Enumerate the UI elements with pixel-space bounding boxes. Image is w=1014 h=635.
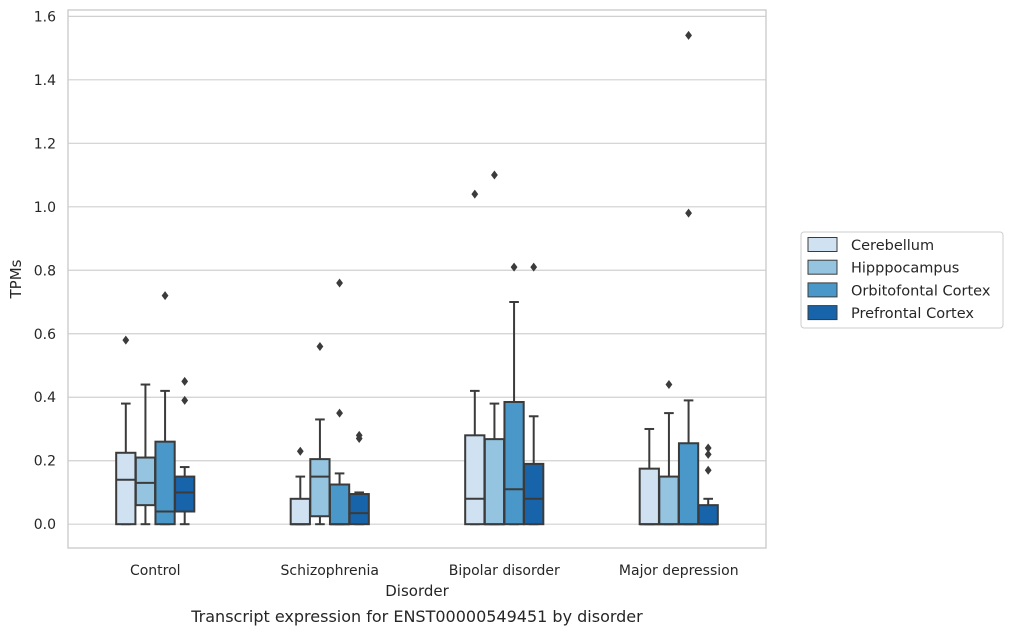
box — [658, 380, 680, 526]
outlier-point — [704, 443, 712, 453]
box-body — [503, 400, 525, 526]
box — [523, 262, 545, 526]
box — [348, 430, 370, 526]
y-tick-label: 1.0 — [34, 200, 56, 216]
outlier-point — [181, 395, 189, 405]
outlier-point — [336, 278, 343, 288]
box-body — [174, 475, 196, 513]
outlier-point — [296, 446, 304, 456]
box-body — [348, 493, 370, 526]
y-tick-label: 1.6 — [34, 9, 56, 25]
y-tick-label: 1.4 — [34, 73, 56, 89]
y-tick-label: 0.2 — [34, 454, 56, 470]
legend-swatch — [807, 305, 838, 321]
legend-label: Cerebellum — [851, 238, 934, 254]
outlier-point — [704, 449, 712, 459]
outlier-point — [181, 376, 189, 386]
box-body — [483, 438, 506, 526]
box-group — [638, 30, 719, 526]
y-tick-label: 0.0 — [34, 517, 56, 533]
outlier-point — [355, 430, 363, 440]
box-body — [328, 483, 351, 526]
box-body — [523, 462, 545, 526]
outlier-point — [704, 465, 712, 475]
legend-swatch — [807, 259, 838, 275]
outlier-point — [316, 341, 324, 351]
y-tick-label: 0.4 — [34, 390, 56, 406]
box — [503, 262, 525, 526]
box-body — [464, 434, 486, 526]
box — [134, 383, 157, 526]
outlier-point — [161, 291, 169, 301]
y-tick-label: 0.6 — [34, 327, 56, 343]
box-body — [658, 475, 680, 526]
box — [115, 335, 137, 526]
legend-label: Prefrontal Cortex — [851, 306, 974, 322]
y-tick-label: 1.2 — [34, 136, 56, 152]
plot-frame — [67, 9, 767, 549]
box-body — [309, 458, 331, 518]
x-tick-label: Control — [130, 563, 181, 579]
outlier-point — [122, 335, 130, 345]
legend-swatch — [807, 237, 838, 252]
box-group — [289, 278, 370, 526]
box-group — [464, 170, 545, 526]
legend-label: Orbitofontal Cortex — [851, 283, 991, 299]
outlier-point — [471, 189, 479, 199]
outlier-point — [336, 408, 343, 418]
legend: Cerebellum Hipppocampus Orbitofontal Corte… — [800, 231, 1004, 329]
x-tick-label: Major depression — [619, 563, 739, 579]
box-body — [677, 442, 700, 526]
x-tick-labels: Control Schizophrenia Bipolar disorder Majo… — [130, 563, 739, 579]
outlier-point — [510, 262, 518, 272]
outlier-point — [530, 262, 538, 272]
outlier-point — [491, 170, 498, 180]
box — [174, 376, 196, 526]
box-groups — [115, 30, 719, 526]
outlier-point — [685, 30, 692, 40]
x-tick-label: Bipolar disorder — [449, 563, 560, 579]
box — [464, 189, 486, 526]
box-body — [134, 456, 157, 507]
box — [697, 443, 719, 526]
box-body — [289, 497, 311, 526]
box-body — [115, 451, 137, 526]
box-body — [697, 504, 719, 526]
outlier-point — [685, 208, 692, 218]
legend-swatch — [807, 282, 838, 298]
legend-label: Hipppocampus — [851, 261, 959, 277]
x-axis-label: Disorder — [385, 582, 449, 600]
legend-frame — [800, 231, 1004, 329]
y-tick-labels: 0.0 0.2 0.4 0.6 0.8 1.0 1.2 1.4 1.6 — [34, 9, 56, 533]
box-body — [638, 467, 660, 526]
x-tick-label: Schizophrenia — [281, 563, 379, 579]
outlier-point — [665, 380, 673, 390]
chart-caption: Transcript expression for ENST0000054945… — [190, 607, 643, 626]
y-axis-label: TPMs — [7, 259, 25, 299]
box-group — [115, 291, 196, 526]
y-tick-label: 0.8 — [34, 263, 56, 279]
box — [677, 30, 700, 526]
